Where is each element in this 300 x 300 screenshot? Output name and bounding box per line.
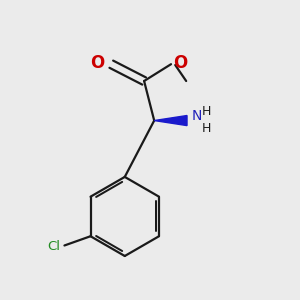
Text: N: N <box>191 109 202 123</box>
Text: Cl: Cl <box>47 240 60 253</box>
Polygon shape <box>154 116 187 126</box>
Text: H: H <box>201 122 211 135</box>
Text: O: O <box>90 54 105 72</box>
Text: H: H <box>201 105 211 118</box>
Text: O: O <box>173 54 187 72</box>
